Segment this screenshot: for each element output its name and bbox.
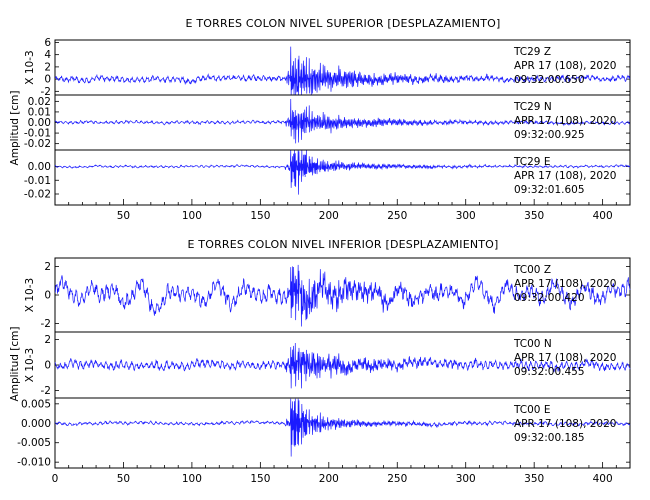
waveform-tc00-n [54, 342, 631, 389]
x-tick-label: 150 [250, 210, 270, 222]
y-tick-label: 0 [44, 360, 51, 372]
y-axis-label-lower: Amplitud [cm] [9, 327, 21, 402]
y-tick-label: 0.01 [28, 106, 51, 118]
x-tick-label: 300 [456, 473, 476, 485]
y-tick-label: 2 [44, 61, 51, 73]
channel-label: TC29 N [513, 101, 552, 113]
y-tick-label: 0.00 [28, 161, 51, 173]
y-tick-label: -0.01 [24, 175, 51, 187]
y-tick-label: -0.010 [17, 457, 51, 469]
y-tick-label: -2 [41, 86, 51, 98]
y-tick-label: 2 [44, 261, 51, 273]
date-label: APR 17 (108), 2020 [514, 115, 616, 127]
trace-panel-tc00-z: 2 0 -2 X 10-3 TC00 Z APR 17 (108), 2020 09:32:… [24, 257, 631, 333]
chart-title-lower: E TORRES COLON NIVEL INFERIOR [DESPLAZAM… [187, 238, 498, 251]
chart-title-upper: E TORRES COLON NIVEL SUPERIOR [DESPLAZAM… [186, 17, 501, 30]
x-axis-lower: 0 50 100 150 200 250 300 350 400 [52, 462, 631, 485]
y-tick-label: -0.005 [17, 437, 51, 449]
channel-label: TC00 Z [513, 264, 551, 276]
panels-lower: 2 0 -2 X 10-3 TC00 Z APR 17 (108), 2020 09:32:… [17, 257, 631, 469]
x-tick-label: 250 [387, 473, 407, 485]
x-tick-label: 250 [387, 210, 407, 222]
trace-panel-tc29-n: 0.020.010.00-0.01-0.02 TC29 N APR 17 (108)… [24, 94, 631, 151]
y-tick-label: 0 [44, 290, 51, 302]
x-tick-label: 400 [593, 473, 613, 485]
x-tick-label: 50 [117, 210, 130, 222]
waveform-tc00-e [54, 398, 631, 457]
channel-label: TC00 E [513, 404, 550, 416]
waveform-tc29-z [54, 46, 631, 95]
y-tick-label: 2 [44, 334, 51, 346]
date-label: APR 17 (108), 2020 [514, 278, 616, 290]
y-tick-label: 0 [44, 74, 51, 86]
y-tick-label: 0.02 [28, 96, 51, 108]
scale-label: X 10-3 [24, 50, 36, 84]
x-tick-label: 100 [182, 210, 202, 222]
date-label: APR 17 (108), 2020 [514, 418, 616, 430]
y-tick-label: 0.00 [28, 117, 51, 129]
time-label: 09:32:00.185 [514, 432, 585, 444]
waveform-tc29-n [54, 99, 631, 144]
y-tick-label: 0.005 [21, 398, 51, 410]
channel-label: TC29 E [513, 156, 550, 168]
time-label: 09:32:00.650 [514, 74, 585, 86]
time-label: 09:32:01.605 [514, 184, 585, 196]
x-axis-upper: 50 100 150 200 250 300 350 400 [54, 199, 631, 222]
y-tick-label: -2 [41, 318, 51, 330]
x-tick-label: 200 [319, 473, 339, 485]
y-tick-label: -0.01 [24, 128, 51, 140]
date-label: APR 17 (108), 2020 [514, 60, 616, 72]
time-label: 09:32:00.420 [514, 292, 585, 304]
x-tick-label: 400 [593, 210, 613, 222]
scale-label: X 10-3 [24, 348, 36, 382]
chart-upper: E TORRES COLON NIVEL SUPERIOR [DESPLAZAM… [9, 17, 631, 222]
date-label: APR 17 (108), 2020 [514, 170, 616, 182]
x-tick-label: 300 [456, 210, 476, 222]
x-tick-label: 350 [524, 210, 544, 222]
y-axis-label-upper: Amplitud [cm] [9, 91, 21, 166]
x-tick-label: 350 [524, 473, 544, 485]
time-label: 09:32:00.455 [514, 366, 585, 378]
x-tick-label: 150 [250, 473, 270, 485]
y-tick-label: -0.02 [24, 189, 51, 201]
chart-lower: E TORRES COLON NIVEL INFERIOR [DESPLAZAM… [9, 238, 631, 485]
x-tick-label: 200 [319, 210, 339, 222]
y-tick-label: 6 [44, 37, 51, 49]
y-tick-label: -0.02 [24, 138, 51, 150]
waveform-tc29-e [54, 150, 631, 195]
channel-label: TC29 Z [513, 46, 551, 58]
x-tick-label: 100 [182, 473, 202, 485]
date-label: APR 17 (108), 2020 [514, 352, 616, 364]
y-tick-label: 0.000 [21, 418, 51, 430]
channel-label: TC00 N [513, 338, 552, 350]
waveform-tc00-z [54, 264, 631, 327]
x-tick-label: 50 [117, 473, 130, 485]
y-tick-label: 4 [44, 49, 51, 61]
x-tick-label: 0 [52, 473, 59, 485]
time-label: 09:32:00.925 [514, 129, 585, 141]
y-tick-label: -2 [41, 385, 51, 397]
scale-label: X 10-3 [24, 278, 36, 312]
